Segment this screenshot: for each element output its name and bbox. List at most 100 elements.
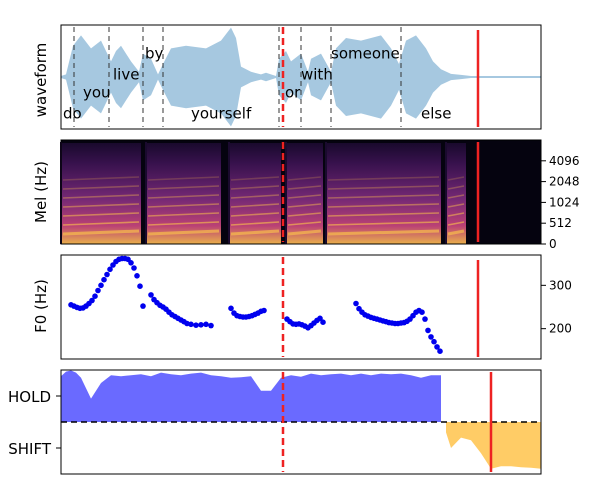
f0-point (107, 266, 113, 273)
f0-point (89, 297, 95, 304)
spectrogram-harmonic (287, 229, 322, 236)
f0-point (95, 287, 101, 294)
f0-point (92, 293, 98, 300)
spectrogram-harmonic (327, 212, 440, 217)
f0-point (203, 321, 209, 328)
spectrogram-harmonic (230, 185, 280, 190)
mel-frame (60, 139, 542, 245)
spectrogram-segment (286, 143, 323, 244)
hold-shift-ytick-label: HOLD (8, 388, 51, 406)
f0-point (353, 300, 359, 307)
f0-ylabel: F0 (Hz) (32, 279, 50, 333)
f0-point (320, 319, 326, 326)
word-label: you (83, 84, 111, 102)
spectrogram-harmonic (287, 194, 322, 199)
f0-panel: F0 (Hz) 200 300 (32, 254, 572, 360)
word-label: live (113, 65, 139, 83)
spectrogram-harmonic (447, 212, 465, 217)
f0-point (437, 348, 443, 355)
spectrogram-harmonic (230, 176, 280, 181)
spectrogram-harmonic (287, 221, 322, 226)
f0-point (419, 309, 425, 316)
mel-ytick-label: 1024 (549, 195, 580, 209)
spectrogram-harmonic (147, 176, 220, 181)
f0-point (228, 305, 234, 312)
spectrogram-harmonic (327, 229, 440, 236)
spectrogram-harmonic (62, 203, 140, 208)
spectrogram-harmonic (447, 229, 465, 236)
spectrogram-harmonic (147, 221, 220, 226)
f0-point (104, 271, 110, 278)
spectrogram-segment (61, 143, 141, 244)
f0-ytick-label: 300 (549, 278, 572, 292)
spectrogram-harmonic (287, 203, 322, 208)
word-label: do (63, 104, 82, 122)
spectrogram-harmonic (447, 176, 465, 181)
f0-frame (60, 254, 542, 360)
shift-area (446, 422, 541, 469)
hold-area (61, 370, 441, 422)
spectrogram-harmonic (62, 194, 140, 199)
word-label: or (285, 84, 301, 102)
f0-point (137, 283, 143, 290)
word-label: else (421, 104, 451, 122)
f0-point (98, 282, 104, 289)
spectrogram-harmonic (447, 221, 465, 226)
f0-point (198, 322, 204, 328)
spectrogram-harmonic (447, 185, 465, 190)
f0-point (134, 273, 140, 279)
f0-point (261, 307, 267, 314)
spectrogram-harmonic (62, 176, 140, 181)
mel-ytick-label: 2048 (549, 175, 580, 189)
spectrogram-harmonic (147, 229, 220, 236)
f0-point (434, 344, 440, 350)
word-label: yourself (191, 104, 252, 122)
mel-ytick-label: 512 (549, 216, 572, 230)
mel-ylabel: Mel (Hz) (32, 161, 50, 223)
f0-ytick-label: 200 (549, 322, 572, 336)
f0-point (425, 327, 431, 334)
spectrogram-segment (326, 143, 441, 244)
mel-spectrogram-panel: Mel (Hz) 0 512 1024 2048 4096 (32, 139, 580, 251)
hold-shift-ytick-label: SHIFT (8, 440, 52, 458)
spectrogram-harmonic (327, 176, 440, 181)
spectrogram-harmonic (62, 229, 140, 236)
spectrogram-harmonic (147, 212, 220, 217)
spectrogram-harmonic (147, 194, 220, 199)
f0-point (317, 315, 323, 322)
f0-point (140, 303, 146, 309)
spectrogram-segment (229, 143, 281, 244)
spectrogram-harmonic (447, 203, 465, 208)
spectrogram-harmonic (230, 212, 280, 217)
spectrogram-harmonic (327, 185, 440, 190)
spectrogram-harmonic (230, 194, 280, 199)
waveform-ylabel: waveform (32, 43, 50, 118)
spectrogram-segment (446, 143, 466, 244)
f0-point (422, 316, 428, 322)
word-label: someone (331, 45, 400, 63)
spectrogram-harmonic (230, 229, 280, 236)
f0-point (428, 334, 434, 340)
word-label: with (301, 65, 333, 83)
spectrogram-harmonic (147, 203, 220, 208)
spectrogram-harmonic (287, 185, 322, 190)
spectrogram-harmonic (287, 176, 322, 181)
f0-point (208, 322, 214, 329)
waveform-frame (60, 24, 542, 130)
spectrogram-harmonic (230, 221, 280, 226)
spectrogram-harmonic (147, 185, 220, 190)
f0-point (148, 292, 154, 298)
mel-ytick-label: 0 (549, 237, 557, 251)
spectrogram-harmonic (62, 185, 140, 190)
mel-ytick-label: 4096 (549, 154, 580, 168)
f0-point (188, 321, 194, 328)
word-label: by (145, 45, 164, 63)
spectrogram-harmonic (327, 203, 440, 208)
spectrogram-harmonic (62, 212, 140, 217)
f0-point (101, 276, 107, 283)
spectrogram-segment (146, 143, 221, 244)
f0-point (431, 338, 437, 345)
f0-point (131, 265, 137, 271)
